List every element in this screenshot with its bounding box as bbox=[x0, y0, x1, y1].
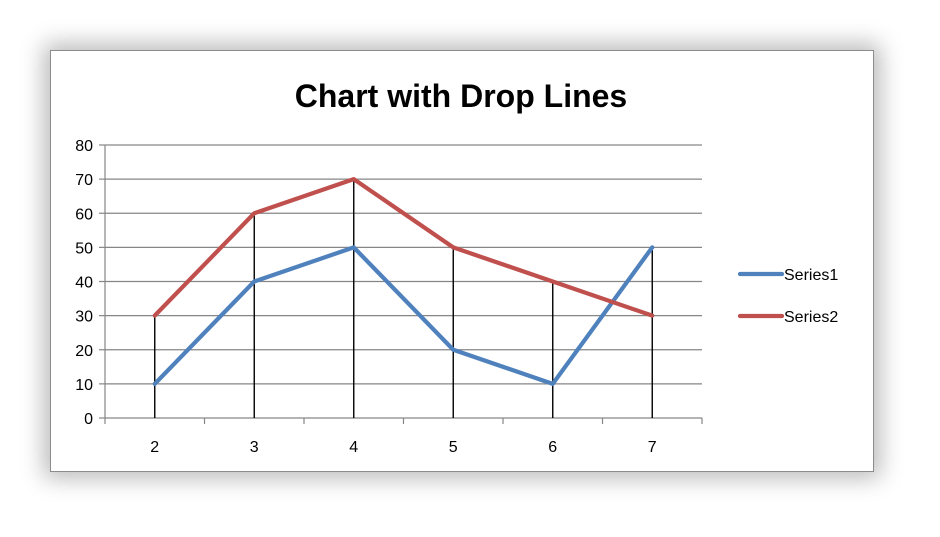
y-tick-label: 80 bbox=[75, 138, 93, 155]
x-tick-label: 3 bbox=[250, 439, 259, 456]
y-tick-label: 50 bbox=[75, 240, 93, 257]
y-tick-label: 20 bbox=[75, 343, 93, 360]
chart-area bbox=[50, 50, 874, 472]
chart-title: Chart with Drop Lines bbox=[295, 78, 627, 114]
x-tick-label: 5 bbox=[449, 439, 458, 456]
y-tick-label: 40 bbox=[75, 275, 93, 292]
y-tick-label: 30 bbox=[75, 309, 93, 326]
y-tick-label: 60 bbox=[75, 206, 93, 223]
x-tick-label: 4 bbox=[349, 439, 358, 456]
axes bbox=[99, 144, 703, 424]
y-tick-label: 70 bbox=[75, 172, 93, 189]
y-tick-labels: 0 10 20 30 40 50 60 70 80 bbox=[75, 138, 93, 428]
y-tick-label: 10 bbox=[75, 377, 93, 394]
legend: Series1 Series2 bbox=[737, 267, 838, 326]
x-tick-label: 6 bbox=[548, 439, 557, 456]
legend-label: Series1 bbox=[784, 267, 838, 284]
drop-lines bbox=[154, 179, 653, 418]
x-tick-label: 7 bbox=[648, 439, 657, 456]
series-line-2 bbox=[152, 177, 655, 318]
legend-label: Series2 bbox=[784, 309, 838, 326]
gridlines bbox=[105, 144, 702, 385]
x-tick-label: 2 bbox=[150, 439, 159, 456]
series-line-1 bbox=[152, 245, 655, 386]
y-tick-label: 0 bbox=[84, 411, 93, 428]
series-lines bbox=[152, 177, 655, 386]
x-tick-labels: 2 3 4 5 6 7 bbox=[150, 439, 657, 456]
